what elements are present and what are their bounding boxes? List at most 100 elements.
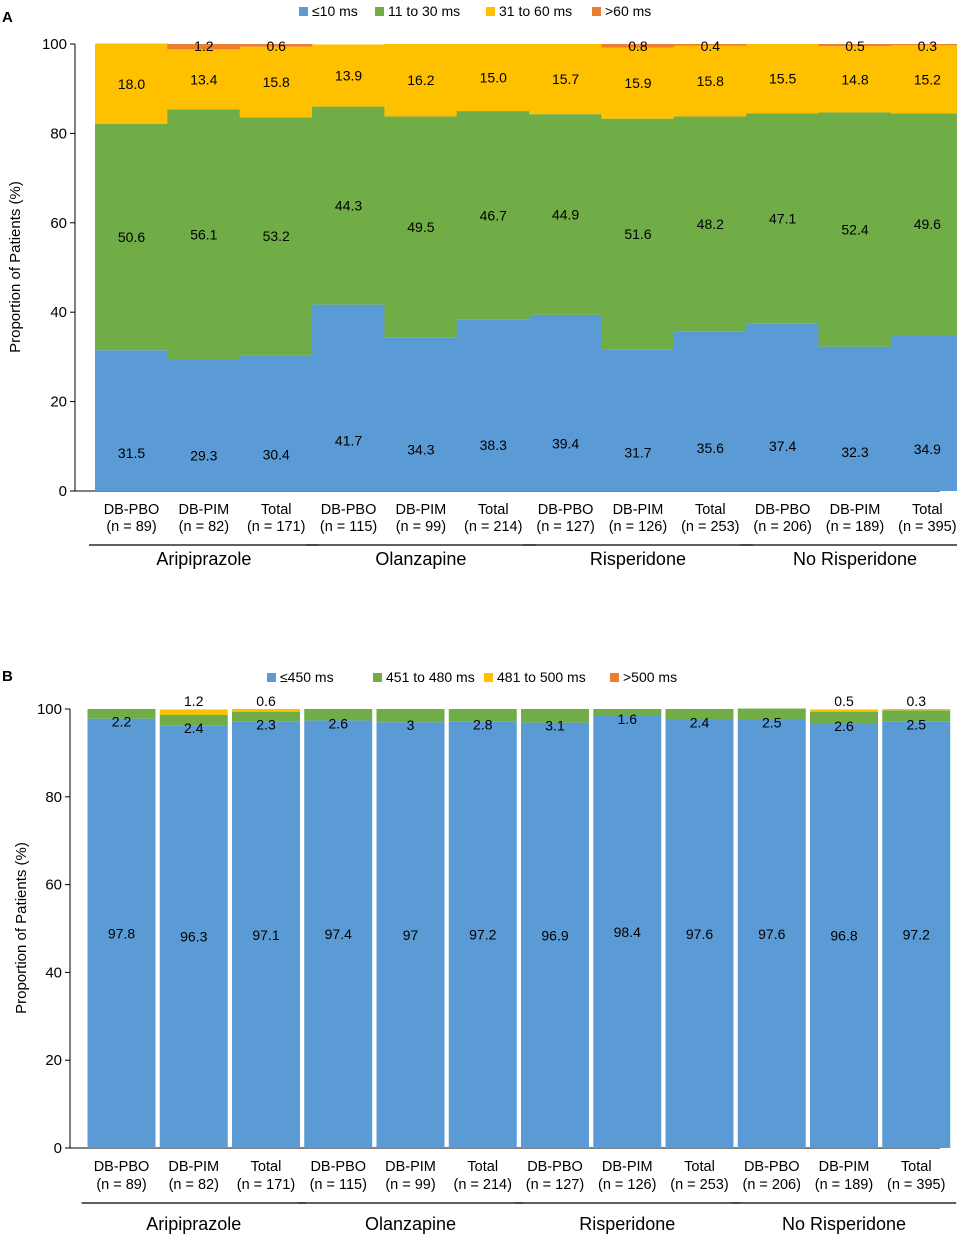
bar-segment: [890, 113, 957, 335]
group-label: No Risperidone: [793, 549, 917, 569]
bar-segment: [167, 109, 241, 361]
category-label: DB-PIM: [819, 1159, 870, 1175]
bar-segment: [665, 719, 734, 1148]
legend-label: 11 to 30 ms: [388, 3, 460, 19]
legend-swatch: [592, 7, 601, 16]
data-label: 15.9: [624, 75, 651, 91]
bar-segment: [87, 718, 156, 1148]
data-label: 44.3: [335, 198, 362, 214]
data-label: 1.2: [184, 693, 204, 709]
category-n-label: (n = 189): [826, 519, 884, 535]
data-label: 2.5: [762, 715, 782, 731]
legend-label: ≤450 ms: [280, 669, 334, 685]
category-label: DB-PIM: [396, 502, 447, 518]
bar-segment: [304, 720, 373, 1148]
data-label: 97: [403, 927, 419, 943]
category-n-label: (n = 99): [396, 519, 446, 535]
bar-segment: [95, 43, 168, 125]
category-label: Total: [684, 1159, 715, 1175]
bar-segment: [304, 709, 373, 721]
data-label: 56.1: [190, 227, 217, 243]
data-label: 96.9: [541, 927, 568, 943]
data-label: 3: [407, 717, 415, 733]
category-label: DB-PBO: [310, 1159, 366, 1175]
data-label: 48.2: [697, 216, 724, 232]
y-tick-label: 80: [50, 125, 67, 142]
bar-segment: [601, 349, 675, 491]
panel-letter: B: [2, 668, 13, 685]
bar-segment: [890, 44, 957, 46]
data-label: 15.8: [263, 74, 290, 90]
bar-segment: [239, 355, 313, 491]
legend-label: 481 to 500 ms: [497, 669, 586, 685]
bar-segment: [818, 346, 892, 491]
panel-a-chart: A ≤10 ms 11 to 30 ms 31 to 60 ms >60 ms 0 20 40…: [2, 3, 957, 569]
data-label: 2.5: [907, 716, 927, 732]
category-n-label: (n = 127): [526, 1177, 584, 1193]
bar-segment: [95, 124, 168, 351]
bar-segment: [673, 45, 747, 117]
category-n-label: (n = 171): [247, 519, 305, 535]
data-label: 52.4: [841, 222, 868, 238]
category-label: DB-PIM: [168, 1159, 219, 1175]
bar-segment: [810, 711, 878, 724]
data-label: 97.6: [758, 926, 785, 942]
data-label: 2.4: [690, 715, 710, 731]
y-axis-title: Proportion of Patients (%): [13, 842, 30, 1014]
data-label: 2.4: [184, 720, 204, 736]
group-label: Risperidone: [579, 1214, 675, 1234]
bar-segment: [456, 44, 530, 112]
data-label: 41.7: [335, 433, 362, 449]
bar-segment: [312, 106, 386, 305]
bar-segment: [529, 114, 603, 315]
category-label: Total: [695, 502, 726, 518]
data-label: 2.8: [473, 716, 493, 732]
data-label: 49.6: [914, 216, 941, 232]
data-label: 1.6: [618, 711, 638, 727]
data-label: 0.6: [256, 693, 276, 709]
data-label: 51.6: [624, 226, 651, 242]
data-label: 15.5: [769, 71, 796, 87]
group-label: Olanzapine: [375, 549, 466, 569]
category-n-label: (n = 115): [310, 1177, 367, 1193]
bar-segment: [384, 44, 458, 117]
bar-segment: [810, 723, 878, 1148]
bar-segment: [159, 725, 228, 1148]
legend-swatch: [486, 7, 495, 16]
data-label: 2.6: [834, 718, 854, 734]
data-label: 13.4: [190, 71, 217, 87]
category-label: DB-PBO: [755, 502, 811, 518]
category-n-label: (n = 171): [237, 1177, 295, 1193]
data-label: 0.4: [701, 38, 721, 54]
bar-segment: [593, 716, 662, 1148]
bar-segment: [384, 337, 458, 491]
group-label: Olanzapine: [365, 1214, 456, 1234]
legend-swatch: [373, 673, 382, 682]
category-label: DB-PBO: [321, 502, 377, 518]
data-label: 32.3: [841, 444, 868, 460]
bar-segment: [890, 45, 957, 114]
bar-segment: [746, 323, 820, 491]
group-label: Aripiprazole: [156, 549, 251, 569]
bar-segment: [448, 721, 517, 1148]
y-tick-label: 40: [45, 964, 62, 981]
data-label: 97.6: [686, 926, 713, 942]
data-label: 34.3: [407, 442, 434, 458]
y-tick-label: 0: [54, 1140, 62, 1157]
data-label: 0.3: [918, 38, 938, 54]
category-label: DB-PBO: [94, 1159, 150, 1175]
y-tick-label: 80: [45, 789, 62, 806]
bar-segment: [232, 709, 300, 712]
data-label: 2.3: [256, 717, 276, 733]
category-label: DB-PBO: [744, 1159, 800, 1175]
bar-segment: [818, 44, 892, 47]
y-tick-label: 20: [45, 1052, 62, 1069]
bar-segment: [882, 709, 951, 711]
bar-segment: [456, 111, 530, 320]
group-label: No Risperidone: [782, 1214, 906, 1234]
data-label: 97.2: [469, 927, 496, 943]
category-label: DB-PIM: [830, 502, 881, 518]
bar-segment: [818, 112, 892, 347]
y-tick-label: 40: [50, 304, 67, 321]
